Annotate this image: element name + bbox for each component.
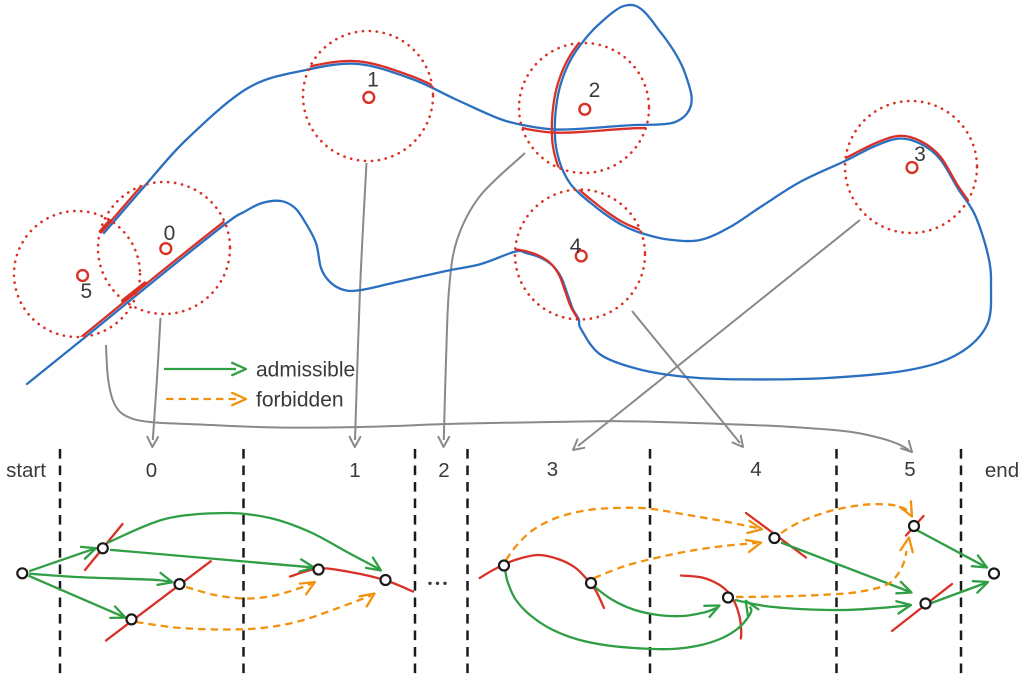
svg-text:3: 3 (547, 458, 558, 481)
svg-text:5: 5 (81, 280, 93, 303)
svg-text:end: end (985, 459, 1019, 482)
svg-text:2: 2 (589, 79, 601, 102)
svg-text:forbidden: forbidden (256, 389, 344, 412)
svg-text:4: 4 (570, 235, 582, 258)
svg-text:1: 1 (367, 69, 379, 92)
svg-text:0: 0 (146, 459, 157, 482)
svg-text:3: 3 (914, 143, 926, 166)
svg-text:2: 2 (438, 459, 449, 482)
svg-text:4: 4 (750, 458, 761, 481)
svg-text:1: 1 (349, 459, 360, 482)
svg-text:admissible: admissible (256, 359, 355, 382)
svg-text:5: 5 (904, 458, 915, 481)
svg-text:0: 0 (164, 222, 176, 245)
svg-text:start: start (6, 459, 46, 482)
